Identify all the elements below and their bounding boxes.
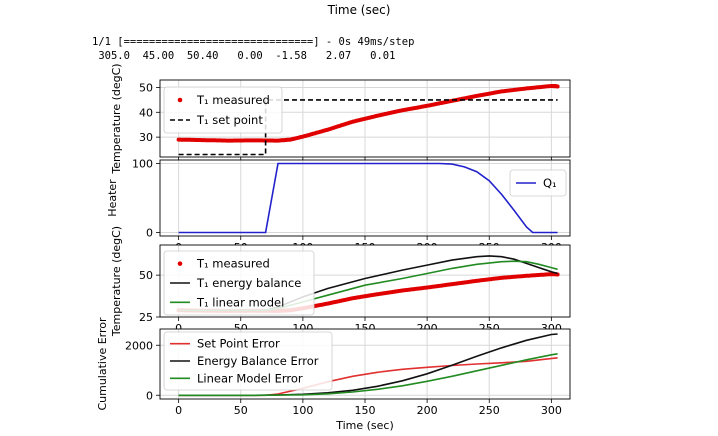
y-axis-label: Cumulative Error xyxy=(96,317,109,411)
legend-box xyxy=(163,331,333,391)
y-tick-label: 50 xyxy=(139,269,153,282)
x-tick-label: 0 xyxy=(175,322,182,335)
x-tick-label: 200 xyxy=(417,404,438,417)
top-axis-label: Time (sec) xyxy=(327,3,391,17)
y-tick-label: 0 xyxy=(146,389,153,402)
legend-marker xyxy=(177,261,183,266)
legend-box xyxy=(509,169,567,197)
legend-label: Set Point Error xyxy=(197,337,280,351)
cumulative-error-plot: 0 50 100 150 200 250 300 0 2000 Cumulative Error T… xyxy=(96,317,571,432)
x-axis-label: Time (sec) xyxy=(335,419,394,432)
legend-label: Linear Model Error xyxy=(197,371,303,385)
legend: T₁ measured T₁ set point xyxy=(163,86,283,134)
y-tick-label: 25 xyxy=(139,311,153,324)
legend: T₁ measured T₁ energy balance T₁ linear mo… xyxy=(163,250,315,316)
legend-label: T₁ set point xyxy=(196,113,263,127)
series-line-1-0 xyxy=(178,162,558,234)
series-group xyxy=(178,333,558,397)
series-line-3-0 xyxy=(178,357,558,397)
y-tick-label: 100 xyxy=(132,157,153,170)
legend: Q₁ xyxy=(509,169,567,197)
temperature-setpoint-plot: 050100150200250300304050Temperature (deg… xyxy=(110,63,571,175)
legend-label: T₁ linear model xyxy=(196,295,284,309)
legend-label: T₁ measured xyxy=(196,93,270,107)
legend: Set Point Error Energy Balance Error Linea… xyxy=(163,331,333,391)
x-tick-label: 300 xyxy=(541,404,562,417)
heater-plot: 0501001502002503000100HeaterQ₁ xyxy=(106,157,571,254)
legend-label: Q₁ xyxy=(543,176,557,190)
series-markers-0-0 xyxy=(176,84,560,143)
series-group xyxy=(178,162,558,234)
y-tick-label: 50 xyxy=(139,81,153,94)
x-tick-label: 50 xyxy=(234,404,248,417)
legend-box xyxy=(163,86,283,134)
y-axis-label: Temperature (degC) xyxy=(110,63,123,174)
x-tick-label: 100 xyxy=(292,404,313,417)
legend-label: Energy Balance Error xyxy=(197,354,319,368)
x-tick-label: 0 xyxy=(175,404,182,417)
y-axis-label: Heater xyxy=(106,179,119,217)
x-tick-label: 150 xyxy=(355,404,376,417)
console-progress-line: 1/1 [==============================] - 0… xyxy=(92,36,415,48)
x-tick-label: 250 xyxy=(479,404,500,417)
legend-label: T₁ measured xyxy=(196,257,270,271)
series-line-3-2 xyxy=(178,353,558,397)
y-tick-label: 30 xyxy=(139,131,153,144)
y-tick-label: 40 xyxy=(139,106,153,119)
legend-box xyxy=(163,250,315,316)
console-values-line: 305.0 45.00 50.40 0.00 -1.58 2.07 0.01 xyxy=(92,50,396,62)
legend-label: T₁ energy balance xyxy=(196,276,301,290)
y-tick-label: 0 xyxy=(146,227,153,240)
y-axis-label: Temperature (degC) xyxy=(110,226,123,337)
legend-marker xyxy=(177,97,183,103)
y-tick-label: 2000 xyxy=(125,339,153,352)
